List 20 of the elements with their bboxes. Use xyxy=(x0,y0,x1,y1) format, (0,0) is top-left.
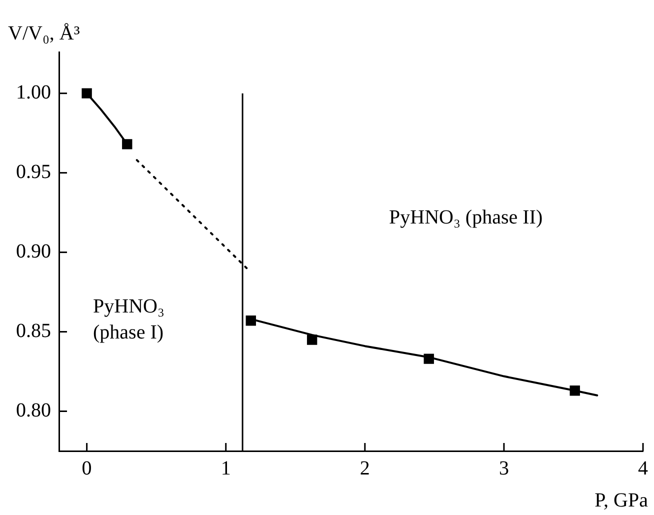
y-tick-label: 1.00 xyxy=(16,82,51,104)
y-tick-label: 0.80 xyxy=(16,400,51,422)
y-axis-title: V/V₀, Å³ xyxy=(8,22,80,44)
point xyxy=(424,354,434,364)
y-tick-label: 0.85 xyxy=(16,320,51,342)
y-tick-label: 0.95 xyxy=(16,161,51,184)
point xyxy=(570,386,580,396)
point xyxy=(246,316,256,326)
point xyxy=(122,139,132,150)
point xyxy=(306,334,318,345)
annotation: PyHNO₃ (phase II) xyxy=(389,206,543,229)
y-tick-label: 0.90 xyxy=(16,240,51,263)
x-tick-label: 2 xyxy=(360,457,370,480)
point xyxy=(82,88,92,98)
annotation: PyHNO₃ (phase I) xyxy=(93,296,164,344)
x-tick-label: 4 xyxy=(638,457,648,480)
x-axis-title: P, GPa xyxy=(594,489,648,512)
x-tick-label: 0 xyxy=(82,457,92,480)
x-tick-label: 3 xyxy=(498,457,509,480)
x-tick-label: 1 xyxy=(220,457,231,480)
